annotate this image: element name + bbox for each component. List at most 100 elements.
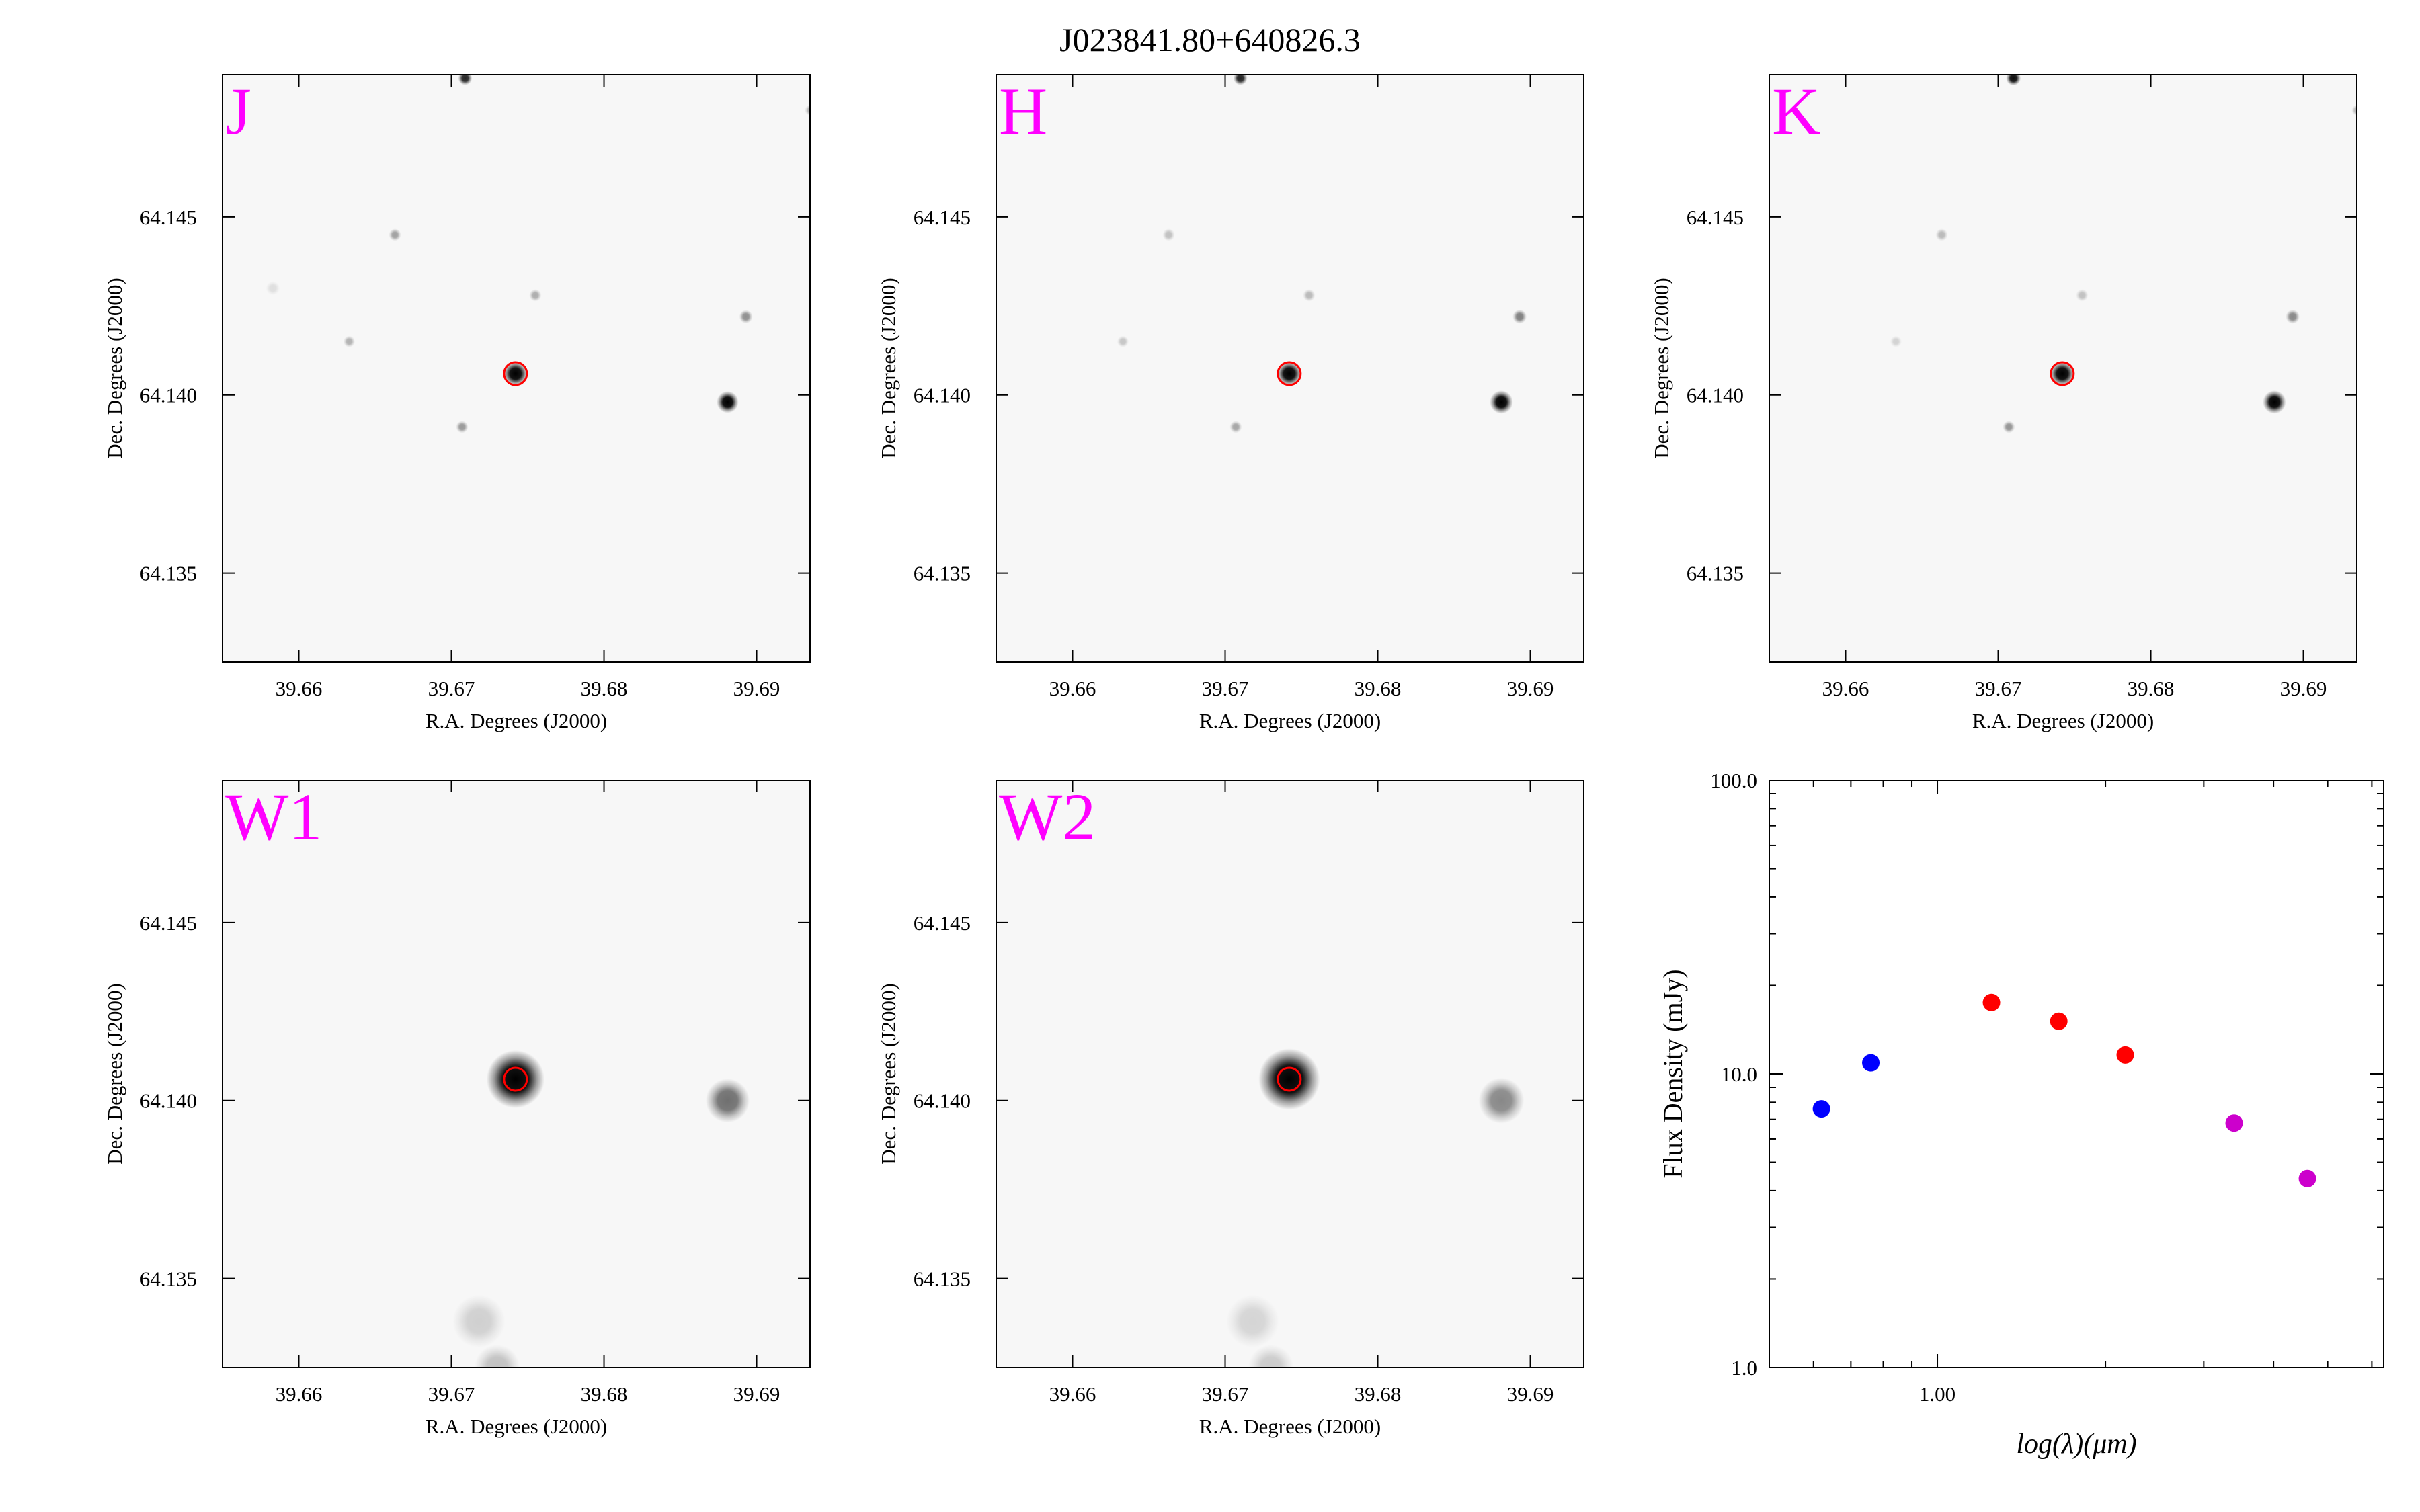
source-blob [1303, 289, 1316, 302]
x-tick-label: 39.69 [1507, 677, 1554, 700]
source-blob [389, 228, 401, 241]
y-tick-label: 64.135 [914, 562, 971, 585]
band-label: K [1772, 74, 1820, 149]
source-blob [739, 310, 753, 324]
sed-data-point [2050, 1012, 2068, 1030]
y-tick-label: 64.140 [140, 1089, 197, 1113]
band-label: W2 [999, 780, 1096, 854]
x-tick-label: 39.66 [276, 1382, 323, 1406]
source-blob [1513, 309, 1527, 324]
source-blob [2003, 421, 2015, 433]
y-tick-label: 64.135 [1687, 562, 1744, 585]
image-panel-j: J 39.66 39.67 39.68 39.69 64.135 64.140 64.145 R… [103, 74, 811, 732]
y-axis-label: Dec. Degrees (J2000) [1650, 278, 1673, 458]
source-blob [1277, 361, 1302, 386]
image-panel-w1: W1 39.66 39.67 39.68 39.69 64.135 64.140 64.145… [103, 780, 811, 1438]
y-tick-label: 64.140 [914, 384, 971, 407]
source-blob [1248, 1345, 1294, 1368]
x-tick-label: 39.66 [276, 677, 323, 700]
source-blob [2351, 105, 2357, 116]
y-axis-label: Dec. Degrees (J2000) [877, 278, 900, 458]
image-panel-h: H 39.66 39.67 39.68 39.69 64.135 64.140 64.145 R… [877, 74, 1584, 732]
sed-frame [1769, 780, 2384, 1368]
source-blob [1478, 1077, 1525, 1124]
y-tick-label: 64.140 [914, 1089, 971, 1113]
source-blob [717, 391, 739, 413]
sed-data-point [2298, 1169, 2316, 1187]
source-blob [1117, 335, 1129, 347]
source-blob [805, 105, 810, 116]
sed-x-axis-label: log(λ)(μm) [2016, 1429, 2136, 1460]
sed-x-tick-label: 1.00 [1919, 1382, 1955, 1406]
source-blob [2263, 390, 2286, 414]
source-layer [266, 75, 810, 433]
source-blob [1890, 335, 1902, 347]
source-blob [266, 281, 280, 296]
x-axis-label: R.A. Degrees (J2000) [1972, 709, 2154, 732]
source-blob [1490, 390, 1513, 414]
y-axis-label: Dec. Degrees (J2000) [103, 983, 126, 1164]
x-tick-label: 39.69 [733, 677, 780, 700]
y-tick-label: 64.145 [1687, 206, 1744, 229]
x-tick-label: 39.68 [1355, 1382, 1402, 1406]
y-tick-label: 64.145 [914, 206, 971, 229]
y-tick-label: 64.135 [140, 1267, 197, 1291]
y-tick-label: 64.135 [140, 562, 197, 585]
panel-frame [996, 74, 1584, 663]
source-blob [486, 1050, 544, 1109]
source-layer [1226, 1048, 1525, 1368]
sed-data-point [1862, 1054, 1880, 1072]
y-tick-label: 64.140 [1687, 384, 1744, 407]
source-layer [1890, 75, 2357, 433]
x-tick-label: 39.68 [2128, 677, 2175, 700]
panel-frame [222, 780, 811, 1368]
source-blob [1935, 228, 1948, 241]
sed-y-tick-label: 100.0 [1710, 769, 1757, 792]
source-blob [1233, 75, 1248, 85]
x-tick-label: 39.66 [1049, 1382, 1096, 1406]
band-label: W1 [225, 780, 322, 854]
x-axis-label: R.A. Degrees (J2000) [426, 709, 607, 732]
x-axis-label: R.A. Degrees (J2000) [426, 1415, 607, 1438]
x-tick-label: 39.68 [1355, 677, 1402, 700]
source-blob [529, 289, 542, 302]
source-blob [1258, 1048, 1320, 1110]
panel-frame [1769, 74, 2357, 663]
source-blob [2076, 289, 2089, 302]
source-blob [456, 421, 469, 433]
target-aperture-circle [503, 361, 528, 386]
sed-data-point [1812, 1100, 1830, 1118]
sed-data-point [1982, 993, 2001, 1011]
y-tick-label: 64.145 [140, 911, 197, 935]
target-aperture-circle [1277, 1066, 1302, 1092]
source-blob [452, 1294, 506, 1348]
panel-frame [996, 780, 1584, 1368]
band-label: H [999, 74, 1047, 149]
sed-data-point [2116, 1046, 2134, 1064]
source-layer [452, 1050, 750, 1368]
sed-y-tick-label: 10.0 [1721, 1062, 1757, 1086]
x-tick-label: 39.69 [733, 1382, 780, 1406]
band-label: J [225, 74, 251, 149]
y-tick-label: 64.135 [914, 1267, 971, 1291]
x-tick-label: 39.68 [581, 677, 628, 700]
source-blob [705, 1079, 750, 1123]
source-blob [474, 1345, 520, 1368]
sed-chart: 1.0 10.0 100.0 1.00 log(λ)(μm) Flux Density (… [1658, 769, 2384, 1460]
x-axis-label: R.A. Degrees (J2000) [1199, 1415, 1381, 1438]
source-blob [2006, 75, 2021, 86]
source-blob [458, 75, 473, 85]
target-aperture-circle [503, 1066, 528, 1092]
source-blob [2050, 361, 2075, 386]
target-aperture-circle [2050, 361, 2075, 386]
source-layer [1117, 75, 1527, 433]
x-tick-label: 39.69 [2280, 677, 2327, 700]
y-axis-label: Dec. Degrees (J2000) [877, 983, 900, 1164]
panel-frame [222, 74, 811, 663]
x-tick-label: 39.67 [1975, 677, 2022, 700]
sed-y-axis-label: Flux Density (mJy) [1658, 969, 1688, 1178]
x-tick-label: 39.67 [1202, 677, 1249, 700]
source-blob [343, 335, 356, 347]
y-tick-label: 64.140 [140, 384, 197, 407]
